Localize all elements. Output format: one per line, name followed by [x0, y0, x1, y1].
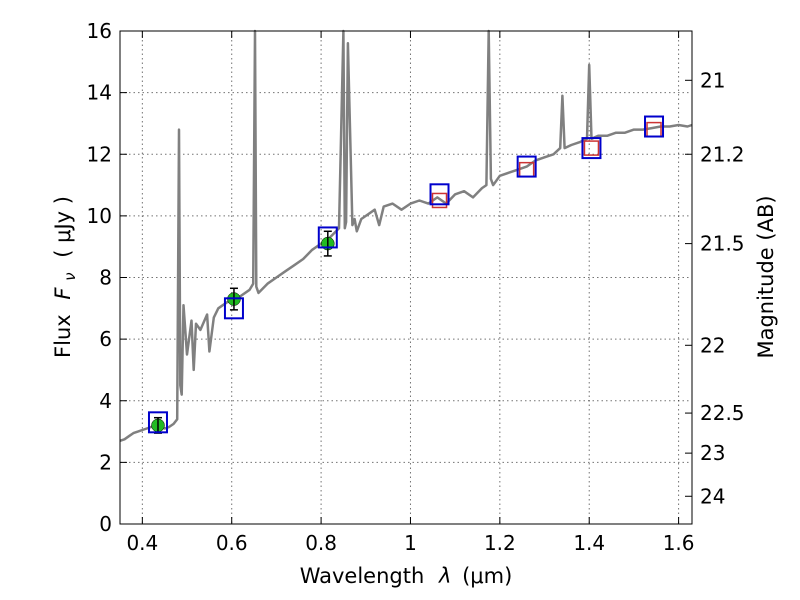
x-tick-label: 1.2 — [484, 531, 516, 555]
y2-tick-label: 22.5 — [700, 401, 745, 425]
y-tick-label: 8 — [99, 266, 112, 290]
model-photometry-box — [317, 226, 338, 249]
model-photometry-box — [581, 137, 602, 160]
y-tick-label: 14 — [87, 81, 112, 105]
y2-tick-label: 23 — [700, 441, 725, 465]
y2-axis-title: Magnitude (AB) — [754, 195, 778, 358]
model-photometry-box — [223, 297, 244, 320]
y-tick-label: 12 — [87, 142, 112, 166]
x-tick-label: 0.6 — [216, 531, 248, 555]
model-photometry-box — [429, 183, 450, 206]
x-axis-title: Wavelength λ (μm) — [300, 564, 513, 588]
y-tick-label: 0 — [99, 512, 112, 536]
x-tick-label: 0.8 — [305, 531, 337, 555]
y2-tick-label: 22 — [700, 333, 725, 357]
y2-tick-label: 21.5 — [700, 232, 745, 256]
y-axis-symbol: F — [51, 287, 75, 300]
x-axis-unit: (μm) — [462, 564, 512, 588]
y2-tick-label: 24 — [700, 484, 725, 508]
x-axis-label: Wavelength — [300, 564, 425, 588]
y-tick-label: 10 — [87, 204, 112, 228]
y-axis-label: Flux — [51, 314, 75, 358]
spectrum-line — [119, 29, 693, 442]
y-tick-label: 16 — [87, 19, 112, 43]
y-axis-unit: ( μJy ) — [51, 196, 75, 258]
y-tick-label: 6 — [99, 327, 112, 351]
x-ticks: 0.4 0.6 0.8 1 1.2 1.4 1.6 — [126, 31, 695, 555]
upper-limit-box — [583, 140, 600, 156]
x-tick-label: 1.4 — [573, 531, 605, 555]
x-axis-symbol: λ — [438, 564, 451, 588]
y-tick-label: 2 — [99, 450, 112, 474]
model-photometry-box — [516, 155, 537, 178]
model-photometry-box — [644, 115, 665, 138]
x-tick-label: 1 — [404, 531, 417, 555]
upper-limit-box — [518, 161, 535, 178]
y2-tick-label: 21 — [700, 68, 725, 92]
y2-ticks: 21 21.2 21.5 22 22.5 23 24 — [685, 68, 745, 508]
markers-layer — [147, 115, 665, 434]
y-axis-title: Flux F ν ( μJy ) — [51, 196, 80, 358]
y-tick-label: 4 — [99, 389, 112, 413]
x-tick-label: 0.4 — [126, 531, 158, 555]
y2-tick-label: 21.2 — [700, 142, 745, 166]
y-ticks: 0 2 4 6 8 10 12 14 16 — [87, 19, 127, 536]
spectrum-layer — [119, 29, 693, 442]
x-tick-label: 1.6 — [663, 531, 695, 555]
grid — [120, 30, 692, 525]
model-photometry-box — [147, 411, 168, 434]
upper-limit-box — [431, 192, 448, 209]
y-axis-subscript: ν — [61, 272, 79, 280]
